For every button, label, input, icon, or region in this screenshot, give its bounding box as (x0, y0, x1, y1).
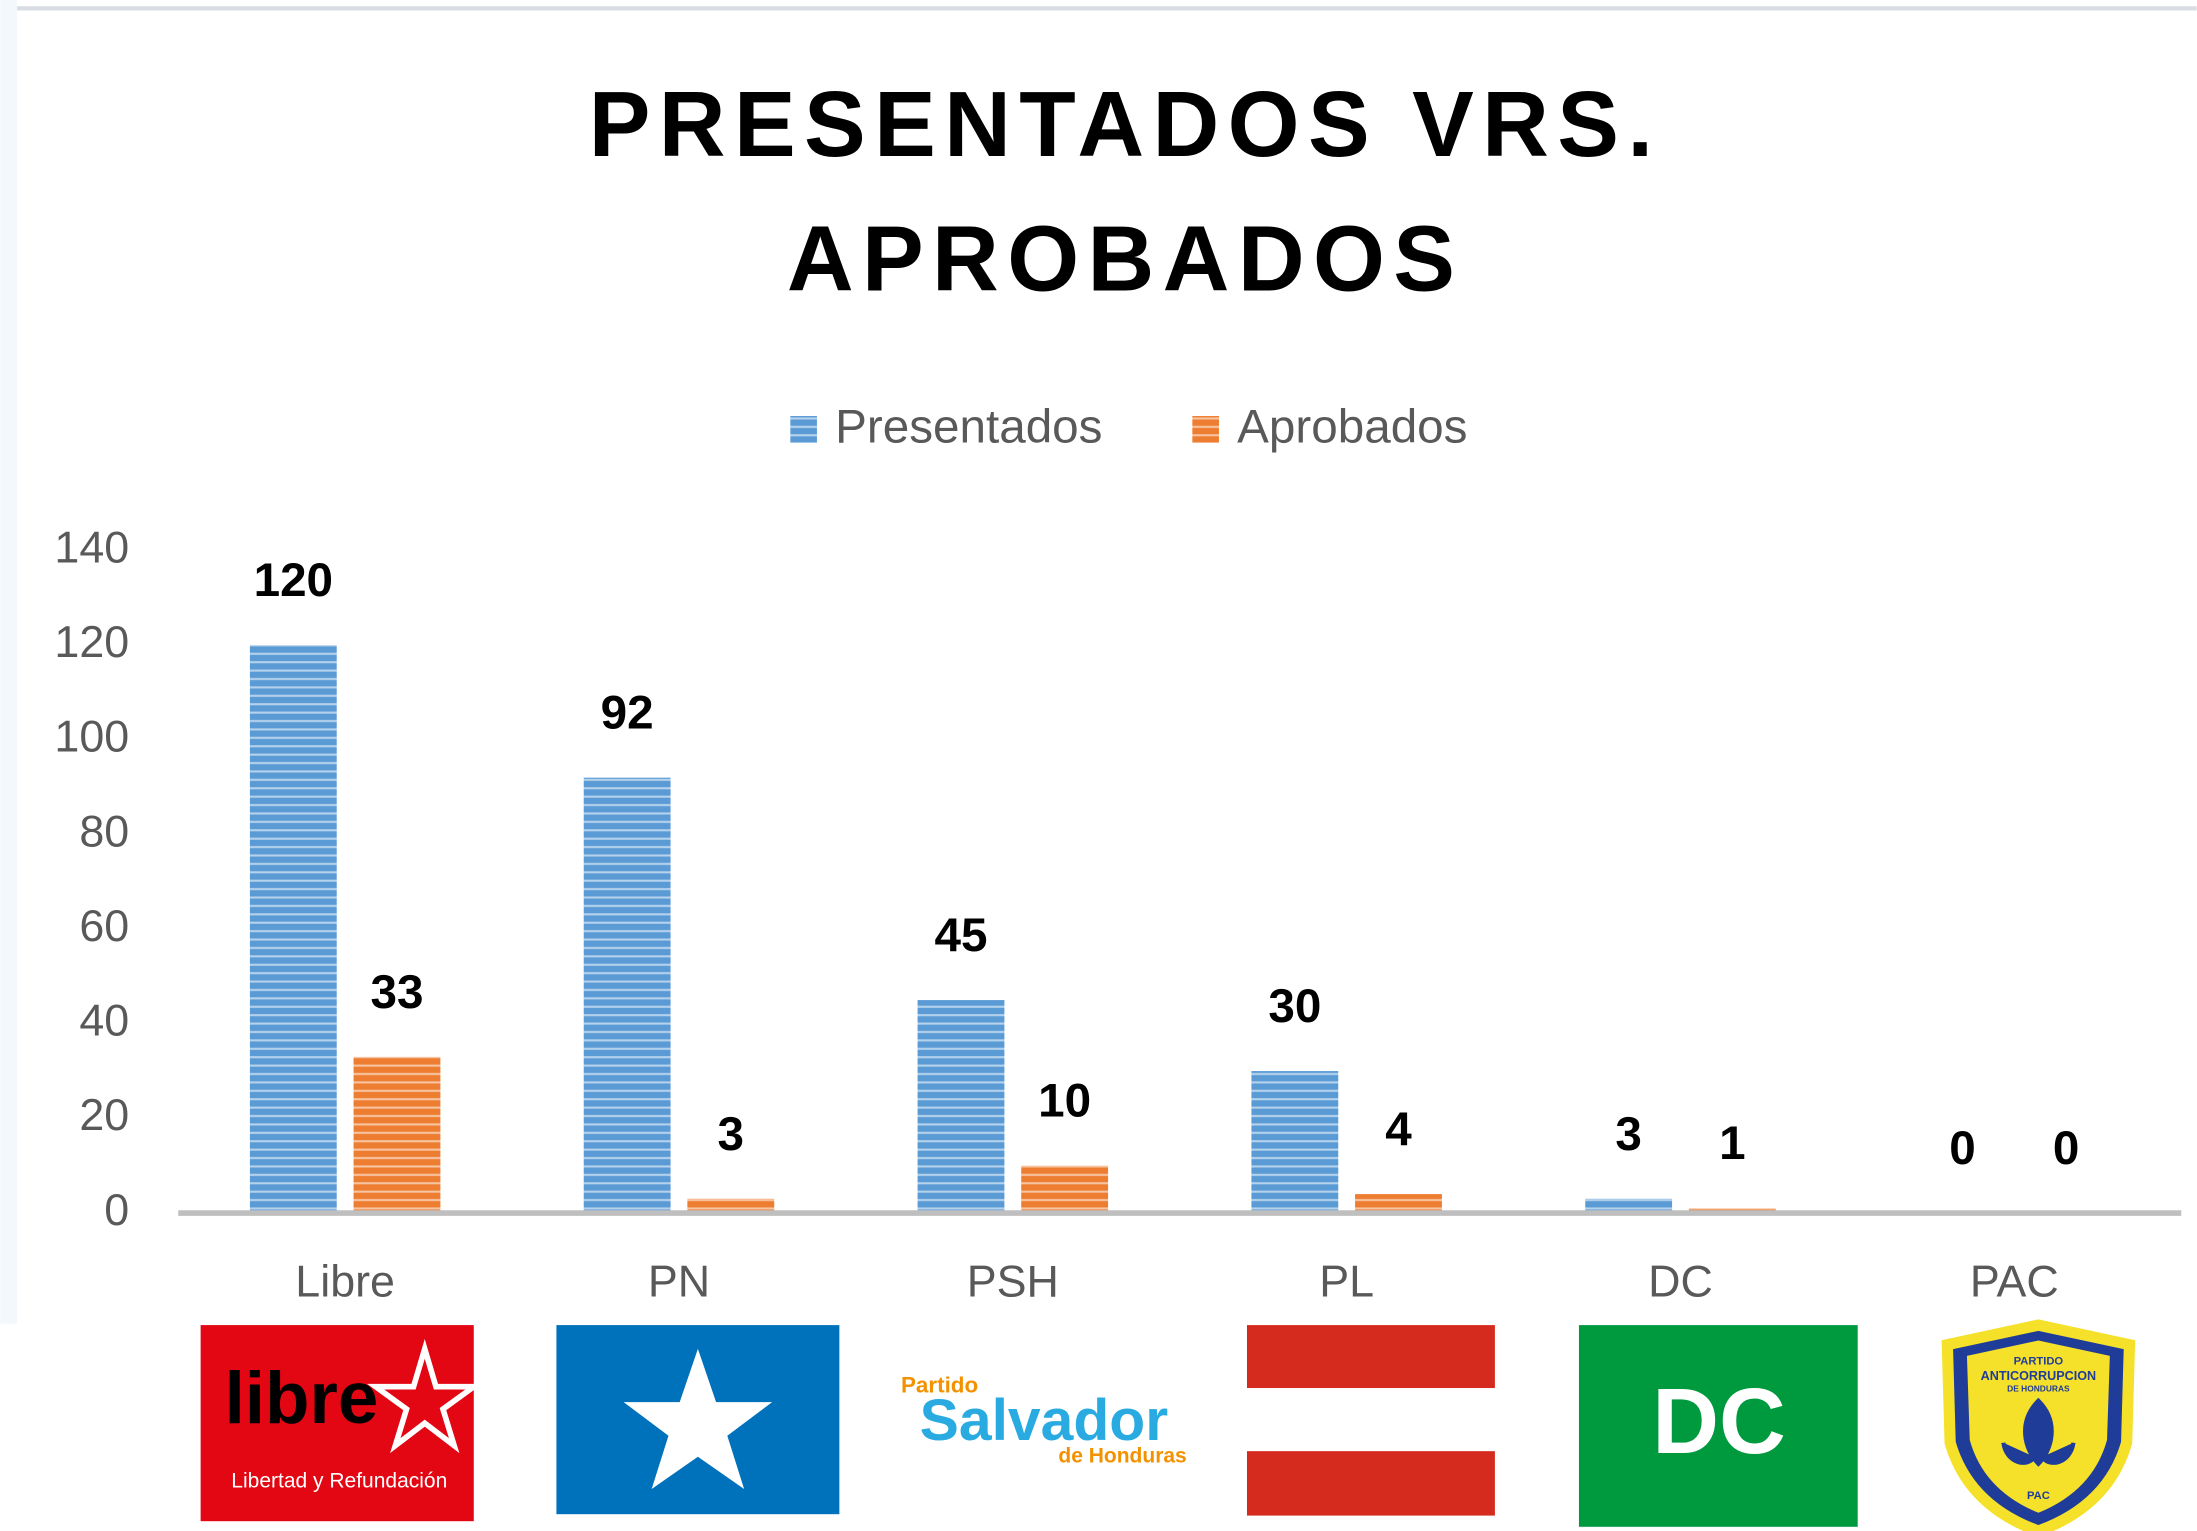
value-label: 33 (370, 966, 423, 1019)
x-tick-label: PN (648, 1256, 710, 1306)
legend-swatch (1192, 416, 1219, 443)
logo-text: ANTICORRUPCION (1981, 1369, 2096, 1383)
legend-label: Presentados (835, 401, 1102, 454)
bar (1355, 1194, 1442, 1214)
value-label: 92 (601, 687, 654, 740)
legend-label: Aprobados (1237, 401, 1467, 454)
y-tick-label: 20 (79, 1090, 129, 1140)
logo-pl-stripe (1246, 1388, 1495, 1452)
logo-text: Salvador (920, 1388, 1169, 1453)
value-label: 3 (718, 1108, 744, 1161)
y-tick-label: 140 (54, 522, 129, 572)
logo-text: Libertad y Refundación (231, 1470, 447, 1493)
x-tick-label: Libre (295, 1256, 395, 1306)
value-label: 0 (1949, 1122, 1975, 1175)
logo-text: PAC (2027, 1490, 2050, 1502)
logo-text: PARTIDO (2014, 1355, 2064, 1367)
value-label: 30 (1268, 980, 1321, 1033)
logo-text: de Honduras (1058, 1444, 1186, 1467)
bar (1585, 1198, 1673, 1214)
value-label: 120 (254, 554, 333, 607)
bar (249, 645, 337, 1214)
value-label: 4 (1385, 1103, 1412, 1156)
y-tick-label: 120 (54, 617, 129, 667)
chart-title: PRESENTADOS VRS. (589, 72, 1662, 176)
logo-text: DC (1652, 1369, 1786, 1473)
logos: libre Libertad y Refundación Partido Sal… (200, 1319, 2136, 1531)
x-tick-label: PAC (1970, 1256, 2059, 1306)
bar (583, 777, 671, 1214)
value-label: 10 (1038, 1075, 1091, 1128)
bar (353, 1056, 441, 1214)
logo-pl-stripe (1246, 1451, 1495, 1516)
bar (1021, 1165, 1109, 1214)
value-label: 45 (935, 909, 988, 962)
y-tick-label: 80 (79, 806, 129, 856)
x-tick-label: PL (1319, 1256, 1374, 1306)
logo-pl-stripe (1246, 1325, 1495, 1389)
value-label: 1 (1719, 1117, 1745, 1170)
logo-text: libre (225, 1358, 379, 1439)
logo-text: DE HONDURAS (2007, 1384, 2070, 1394)
logo-star (367, 1339, 483, 1454)
logo-text: Partido (901, 1373, 978, 1398)
left-border (0, 0, 18, 1324)
x-tick-label: DC (1648, 1256, 1713, 1306)
value-label: 0 (2053, 1122, 2079, 1175)
bar (1251, 1071, 1339, 1214)
y-tick-label: 40 (79, 996, 129, 1046)
value-label: 3 (1615, 1108, 1641, 1161)
y-tick-label: 60 (79, 901, 129, 951)
logo-star (623, 1348, 773, 1489)
bar (917, 1000, 1005, 1214)
x-tick-label: PSH (967, 1256, 1059, 1306)
chart-title: APROBADOS (787, 207, 1464, 311)
bar (687, 1198, 775, 1214)
legend-swatch (790, 416, 817, 443)
y-tick-label: 100 (54, 712, 129, 762)
logo-pac-fleur (2001, 1397, 2076, 1467)
logo-dc (1578, 1325, 1858, 1527)
y-tick-label: 0 (104, 1185, 129, 1235)
